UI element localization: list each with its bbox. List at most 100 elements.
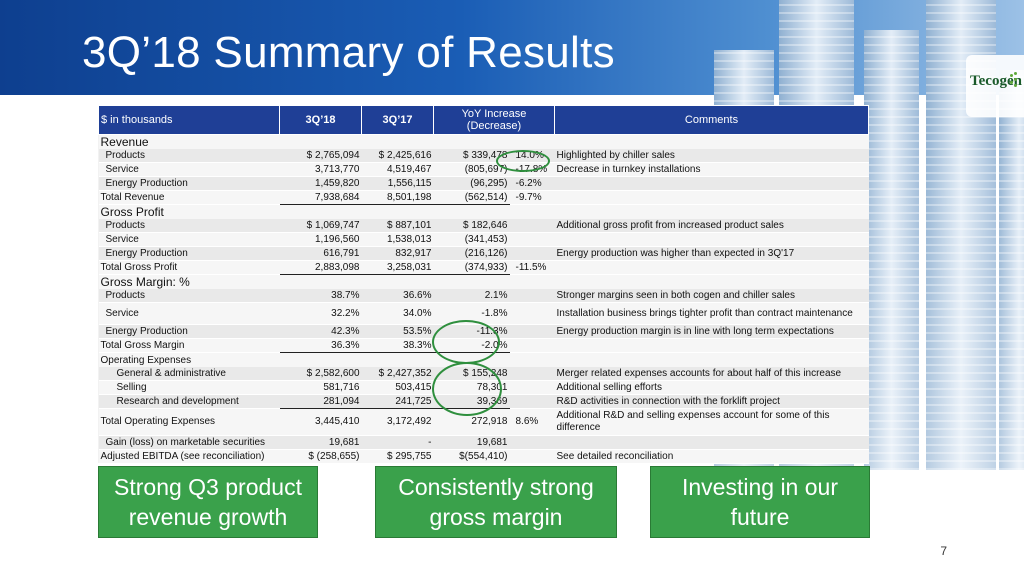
section-title: Gross Profit — [98, 204, 869, 219]
value-change: 19,681 — [433, 435, 510, 450]
row-comment: Energy production margin is in line with… — [554, 324, 869, 339]
row-comment — [554, 260, 869, 275]
table-row: Products $ 1,069,747 $ 887,101 $ 182,646… — [98, 219, 869, 233]
value-pct — [509, 232, 555, 247]
row-comment — [554, 338, 869, 353]
section-row: Revenue — [98, 134, 869, 149]
row-comment: R&D activities in connection with the fo… — [554, 394, 869, 409]
section-title: Revenue — [98, 134, 869, 149]
header-yoy: YoY Increase (Decrease) — [432, 105, 556, 135]
value-pct — [509, 246, 555, 261]
header-comments: Comments — [554, 105, 870, 135]
table-row-ebitda: Adjusted EBITDA (see reconciliation) $ (… — [98, 449, 869, 464]
row-comment: Installation business brings tighter pro… — [554, 302, 869, 325]
value-3q17: $ 887,101 — [361, 219, 434, 233]
row-comment: Energy production was higher than expect… — [554, 246, 869, 261]
table-row: Energy Production 616,791 832,917 (216,1… — [98, 246, 869, 261]
row-label: Adjusted EBITDA (see reconciliation) — [98, 449, 280, 464]
value-pct: 8.6% — [509, 408, 555, 436]
value-3q18: 32.2% — [279, 302, 362, 325]
row-comment: Merger related expenses accounts for abo… — [554, 367, 869, 381]
value-3q18: 1,459,820 — [279, 176, 362, 191]
table-row-total: Total Revenue 7,938,684 8,501,198 (562,5… — [98, 190, 869, 205]
row-comment: Additional gross profit from increased p… — [554, 219, 869, 233]
value-change: -1.8% — [433, 302, 510, 325]
row-comment — [554, 232, 869, 247]
table-row: Service 1,196,560 1,538,013 (341,453) — [98, 232, 869, 247]
header-3q18: 3Q’18 — [279, 105, 362, 135]
value-3q18: 616,791 — [279, 246, 362, 261]
table-header-row: $ in thousands 3Q’18 3Q’17 YoY Increase … — [98, 105, 870, 135]
value-3q17: $ 2,427,352 — [361, 367, 434, 381]
value-pct — [509, 289, 555, 303]
page-title: 3Q’18 Summary of Results — [82, 28, 615, 77]
results-table: $ in thousands 3Q’18 3Q’17 YoY Increase … — [98, 105, 870, 464]
value-pct — [509, 435, 555, 450]
value-3q18: 7,938,684 — [279, 190, 362, 205]
row-comment — [554, 190, 869, 205]
value-3q17: 38.3% — [361, 338, 434, 353]
value-3q18: 38.7% — [279, 289, 362, 303]
value-3q18: 19,681 — [279, 435, 362, 450]
value-pct — [509, 324, 555, 339]
value-3q18: 281,094 — [279, 394, 362, 409]
table-row-total: Total Gross Margin 36.3% 38.3% -2.0% — [98, 338, 869, 353]
value-3q17: 1,556,115 — [361, 176, 434, 191]
value-3q18: 1,196,560 — [279, 232, 362, 247]
company-logo: Tecogen — [966, 55, 1024, 117]
row-label: Products — [98, 289, 280, 303]
row-label: Service — [98, 302, 280, 325]
row-comment: Decrease in turnkey installations — [554, 162, 869, 177]
leaf-icon — [1010, 72, 1020, 88]
row-comment: See detailed reconciliation — [554, 449, 869, 464]
value-3q17: 36.6% — [361, 289, 434, 303]
table-row: Gain (loss) on marketable securities 19,… — [98, 435, 869, 450]
value-pct — [509, 338, 555, 353]
header-label: $ in thousands — [98, 105, 280, 135]
value-pct: -6.2% — [509, 176, 555, 191]
table-row: Energy Production 1,459,820 1,556,115 (9… — [98, 176, 869, 191]
table-row: Products $ 2,765,094 $ 2,425,616 $ 339,4… — [98, 149, 869, 163]
callout-box: Consistently strong gross margin — [375, 466, 617, 538]
value-change: (96,295) — [433, 176, 510, 191]
value-3q17: 503,415 — [361, 380, 434, 395]
row-comment: Highlighted by chiller sales — [554, 149, 869, 163]
value-pct — [509, 394, 555, 409]
row-label: Products — [98, 149, 280, 163]
table-row-total: Total Gross Profit 2,883,098 3,258,031 (… — [98, 260, 869, 275]
value-3q17: - — [361, 435, 434, 450]
value-3q17: 832,917 — [361, 246, 434, 261]
row-label: Service — [98, 162, 280, 177]
value-pct: -11.5% — [509, 260, 555, 275]
logo-text: Tecogen — [970, 73, 1022, 89]
value-3q17: $ 2,425,616 — [361, 149, 434, 163]
value-change: $ 339,478 — [433, 149, 510, 163]
value-change: $(554,410) — [433, 449, 510, 464]
table-row: Energy Production 42.3% 53.5% -11.3% Ene… — [98, 324, 869, 339]
row-comment — [554, 176, 869, 191]
value-3q18: 3,445,410 — [279, 408, 362, 436]
row-label: Selling — [98, 380, 280, 395]
value-pct — [509, 367, 555, 381]
highlight-oval-revenue — [496, 150, 550, 172]
value-3q17: 3,172,492 — [361, 408, 434, 436]
value-change: (341,453) — [433, 232, 510, 247]
table-row: Service 3,713,770 4,519,467 (805,697) -1… — [98, 162, 869, 177]
value-change: 2.1% — [433, 289, 510, 303]
value-3q17: 8,501,198 — [361, 190, 434, 205]
page-number: 7 — [940, 544, 947, 558]
row-label: Energy Production — [98, 176, 280, 191]
value-3q17: $ 295,755 — [361, 449, 434, 464]
value-3q18: $ 2,582,600 — [279, 367, 362, 381]
row-label: Research and development — [98, 394, 280, 409]
value-pct — [509, 449, 555, 464]
value-3q17: 4,519,467 — [361, 162, 434, 177]
value-pct — [509, 302, 555, 325]
row-label: Energy Production — [98, 324, 280, 339]
row-label: Total Gross Margin — [98, 338, 280, 353]
value-3q17: 53.5% — [361, 324, 434, 339]
highlight-oval-margin — [432, 320, 500, 364]
row-label: Energy Production — [98, 246, 280, 261]
row-comment — [554, 435, 869, 450]
value-pct — [509, 219, 555, 233]
